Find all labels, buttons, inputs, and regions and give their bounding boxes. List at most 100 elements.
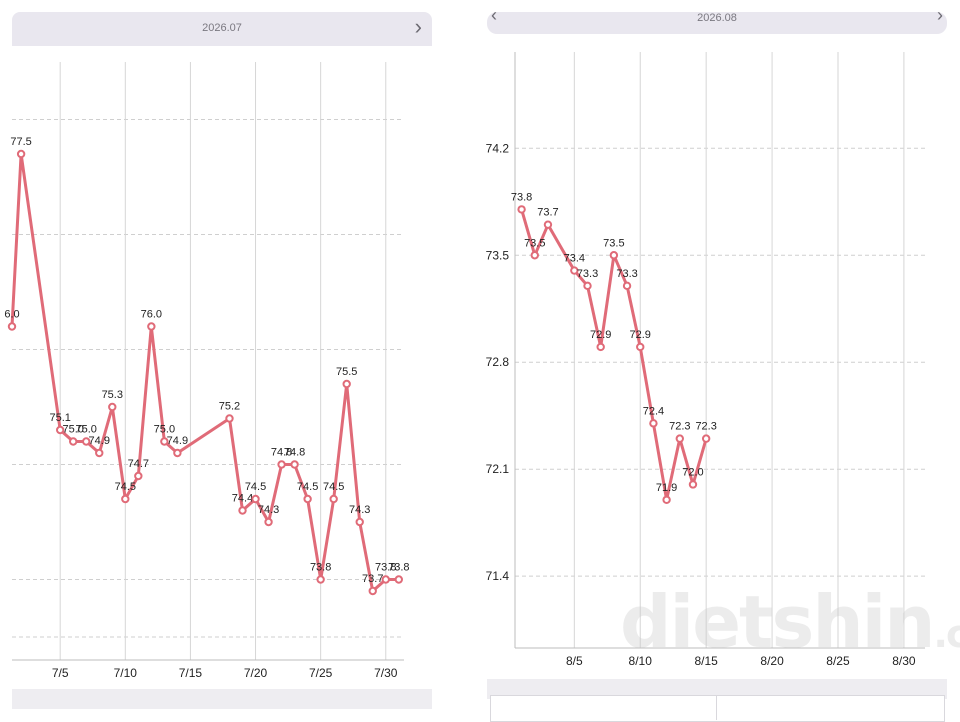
month-header-july: 2026.07 ›	[12, 12, 432, 46]
x-tick-label: 7/25	[309, 666, 333, 680]
data-label: 76.0	[141, 309, 162, 321]
data-point	[277, 460, 286, 469]
data-point	[55, 425, 65, 435]
data-point	[303, 494, 312, 504]
data-point	[636, 342, 645, 352]
data-point	[16, 149, 26, 159]
data-label: 74.7	[128, 458, 149, 470]
data-point	[688, 480, 698, 489]
data-point	[394, 575, 403, 584]
data-point	[121, 494, 130, 504]
data-point	[7, 322, 17, 331]
x-tick-label: 7/20	[244, 666, 268, 680]
data-label: 71.9	[656, 482, 677, 494]
data-label: 72.9	[590, 329, 611, 341]
data-label: 73.8	[511, 191, 532, 203]
data-point	[662, 495, 671, 504]
data-label: 73.7	[362, 573, 383, 585]
data-label: 74.5	[115, 481, 136, 493]
data-point	[381, 575, 390, 584]
x-tick-label: 7/5	[52, 666, 69, 680]
data-label: 75.2	[219, 401, 240, 413]
data-label: 75.0	[76, 424, 97, 436]
data-label: 72.4	[643, 405, 664, 417]
data-label: 73.8	[388, 562, 409, 574]
data-point	[622, 281, 632, 291]
x-tick-label: 8/25	[826, 654, 850, 668]
y-tick-label: 72.8	[486, 355, 510, 369]
data-label: 74.9	[167, 435, 188, 447]
data-point	[238, 506, 247, 515]
data-point	[355, 517, 364, 527]
data-point	[570, 266, 579, 275]
data-point	[517, 205, 526, 214]
x-tick-label: 8/5	[566, 654, 583, 668]
y-tick-label: 73.5	[486, 248, 510, 262]
data-point	[701, 434, 711, 443]
data-label: 74.3	[349, 504, 370, 516]
footer-bar-right	[487, 679, 947, 699]
y-tick-label: 72.1	[486, 462, 510, 476]
data-label: 73.5	[524, 237, 545, 249]
data-label: 74.4	[232, 493, 253, 505]
data-point	[316, 575, 325, 584]
data-point	[596, 342, 605, 352]
data-label: 72.0	[682, 466, 703, 478]
data-point	[147, 322, 156, 331]
data-point	[82, 437, 91, 446]
data-label: 73.3	[616, 268, 637, 280]
data-point	[609, 251, 619, 260]
data-point	[368, 586, 377, 596]
data-label: 74.8	[271, 447, 292, 459]
x-tick-label: 7/10	[114, 666, 138, 680]
data-point	[649, 419, 658, 428]
footer-bar-left	[12, 689, 432, 709]
watermark-logo: dietshin.com	[620, 580, 960, 664]
series-line	[520, 207, 708, 502]
data-label: 74.5	[297, 481, 318, 493]
chevron-right-icon[interactable]: ›	[414, 14, 422, 39]
data-label: 75.0	[154, 424, 175, 436]
chevron-left-icon[interactable]: ‹	[491, 5, 497, 25]
month-label: 2026.08	[697, 12, 737, 24]
x-tick-label: 7/15	[179, 666, 203, 680]
data-label: 74.8	[284, 447, 305, 459]
data-point	[173, 448, 182, 458]
data-label: 73.8	[375, 562, 396, 574]
data-point	[251, 494, 260, 504]
data-label: 6.0	[4, 309, 19, 321]
y-tick-label: 71.4	[486, 569, 510, 583]
data-point	[160, 437, 169, 446]
data-point	[69, 437, 78, 446]
data-label: 74.3	[258, 504, 279, 516]
month-header-august: 2026.08 ‹ ›	[487, 5, 947, 34]
data-label: 75.1	[49, 412, 70, 424]
data-label: 75.3	[102, 389, 123, 401]
data-point	[134, 471, 143, 481]
data-point	[95, 448, 104, 458]
data-label: 73.7	[537, 207, 558, 219]
data-label: 77.5	[10, 136, 31, 148]
x-tick-label: 8/10	[629, 654, 653, 668]
data-point	[108, 402, 117, 412]
data-point	[530, 251, 539, 260]
data-point	[290, 460, 299, 469]
data-point	[329, 494, 338, 504]
data-label: 73.8	[310, 562, 331, 574]
data-label: 72.3	[695, 421, 716, 433]
data-point	[583, 281, 592, 291]
x-tick-label: 8/30	[892, 654, 916, 668]
y-tick-label: 74.2	[486, 141, 510, 155]
data-point	[264, 517, 273, 527]
data-point	[225, 414, 234, 423]
month-label: 2026.07	[202, 22, 242, 34]
data-label: 74.5	[245, 481, 266, 493]
x-tick-label: 7/30	[374, 666, 398, 680]
data-label: 73.5	[603, 237, 624, 249]
data-label: 72.9	[630, 329, 651, 341]
chevron-right-icon[interactable]: ›	[937, 5, 943, 25]
data-label: 73.4	[564, 253, 585, 265]
data-label: 75.5	[336, 366, 357, 378]
